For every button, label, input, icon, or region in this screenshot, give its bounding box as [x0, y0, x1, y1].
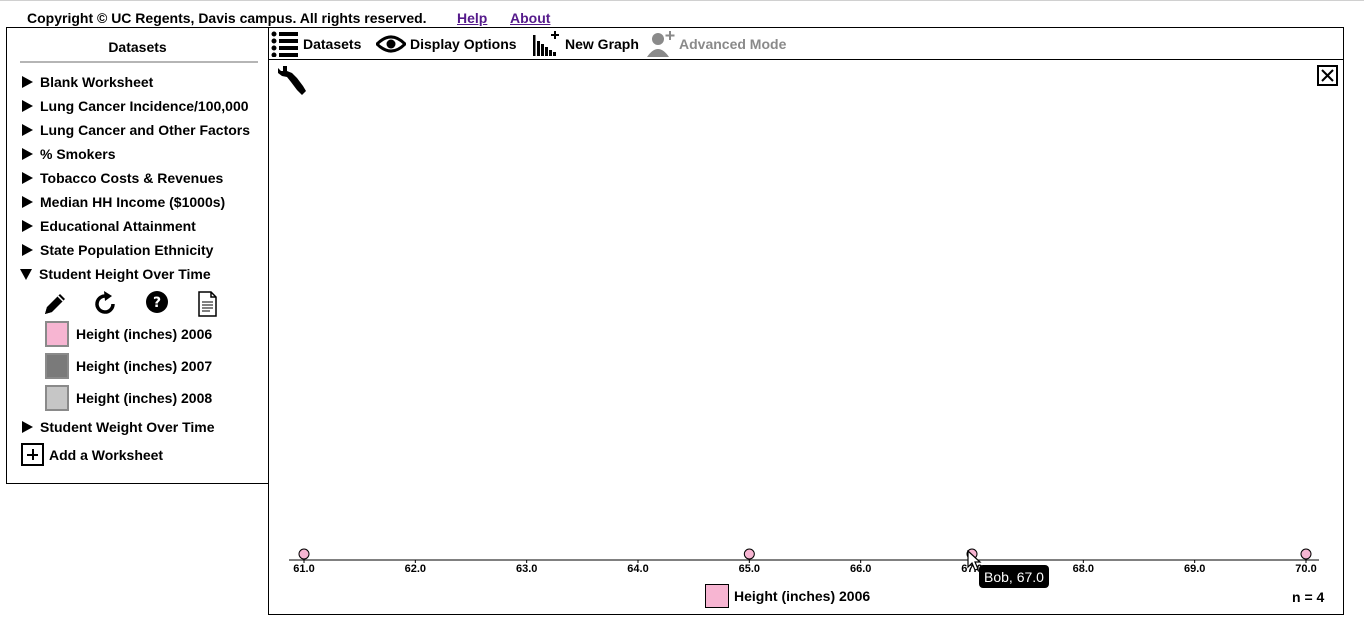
- plus-box-icon: [21, 443, 44, 466]
- x-tick-label: 69.0: [1184, 563, 1205, 575]
- user-plus-icon: [647, 30, 675, 57]
- attribute-height-2008[interactable]: Height (inches) 2008: [45, 384, 212, 412]
- dataset-label: Educational Attainment: [40, 218, 196, 234]
- dataset-label: Median HH Income ($1000s): [40, 194, 226, 210]
- attribute-label: Height (inches) 2007: [76, 358, 213, 374]
- document-icon[interactable]: [194, 290, 222, 318]
- expand-arrow-icon: [22, 100, 33, 112]
- expand-arrow-icon: [22, 244, 33, 256]
- data-point[interactable]: [743, 548, 755, 560]
- sidebar-divider: [20, 61, 258, 63]
- dataset-median-income[interactable]: Median HH Income ($1000s): [20, 192, 225, 212]
- wrench-icon[interactable]: [273, 64, 307, 99]
- color-swatch: [45, 385, 69, 411]
- about-link[interactable]: About: [510, 10, 551, 26]
- attribute-height-2007[interactable]: Height (inches) 2007: [45, 352, 212, 380]
- legend-swatch: [705, 584, 729, 608]
- eye-icon: [376, 35, 406, 52]
- graph-panel: 61.0 62.0 63.0 64.0 65.0 66.0 67.0 68.0 69.0 70.0…: [268, 59, 1344, 615]
- dataset-smokers[interactable]: % Smokers: [20, 144, 115, 164]
- data-point[interactable]: [298, 548, 310, 560]
- dataset-educational-attainment[interactable]: Educational Attainment: [20, 216, 196, 236]
- dataset-label: Blank Worksheet: [40, 74, 154, 90]
- dataset-tobacco-costs[interactable]: Tobacco Costs & Revenues: [20, 168, 223, 188]
- display-options-button[interactable]: Display Options: [376, 28, 517, 59]
- x-tick-label: 68.0: [1073, 563, 1094, 575]
- dataset-population-ethnicity[interactable]: State Population Ethnicity: [20, 240, 213, 260]
- x-tick-label: 64.0: [627, 563, 648, 575]
- x-tick-label: 62.0: [405, 563, 426, 575]
- dataset-student-weight[interactable]: Student Weight Over Time: [20, 417, 215, 437]
- pencil-icon[interactable]: [41, 290, 69, 318]
- add-worksheet-button[interactable]: Add a Worksheet: [21, 443, 163, 466]
- dataset-label: Student Weight Over Time: [40, 419, 215, 435]
- mouse-cursor-icon: [967, 550, 982, 571]
- legend-label: Height (inches) 2006: [734, 588, 871, 604]
- x-tick-label: 61.0: [293, 563, 314, 575]
- dot-plot[interactable]: 61.0 62.0 63.0 64.0 65.0 66.0 67.0 68.0 69.0 70.0: [269, 60, 1343, 614]
- datasets-button[interactable]: Datasets: [271, 28, 361, 59]
- dataset-label: Student Height Over Time: [39, 266, 211, 282]
- dataset-lung-cancer-factors[interactable]: Lung Cancer and Other Factors: [20, 120, 250, 140]
- point-tooltip: Bob, 67.0: [979, 565, 1049, 588]
- advanced-mode-button[interactable]: Advanced Mode: [647, 28, 786, 59]
- dataset-blank-worksheet[interactable]: Blank Worksheet: [20, 72, 153, 92]
- top-divider: [0, 0, 1364, 1]
- dataset-student-height[interactable]: Student Height Over Time: [20, 264, 211, 284]
- x-tick-label: 66.0: [850, 563, 871, 575]
- dataset-label: Tobacco Costs & Revenues: [40, 170, 224, 186]
- new-graph-label: New Graph: [565, 35, 639, 52]
- add-worksheet-label: Add a Worksheet: [49, 446, 164, 463]
- refresh-icon[interactable]: [91, 290, 119, 318]
- color-swatch: [45, 321, 69, 347]
- sidebar-title: Datasets: [108, 39, 167, 55]
- display-options-label: Display Options: [410, 35, 517, 52]
- new-graph-button[interactable]: New Graph: [533, 28, 639, 59]
- expand-arrow-icon: [22, 148, 33, 160]
- dataset-lung-cancer-incidence[interactable]: Lung Cancer Incidence/100,000: [20, 96, 249, 116]
- expand-arrow-icon: [22, 172, 33, 184]
- dataset-label: % Smokers: [40, 146, 116, 162]
- bar-chart-plus-icon: [533, 30, 559, 56]
- graph-legend: Height (inches) 2006: [705, 584, 870, 608]
- x-tick-label: 63.0: [516, 563, 537, 575]
- x-tick-label: 65.0: [739, 563, 760, 575]
- color-swatch: [45, 353, 69, 379]
- help-link[interactable]: Help: [457, 10, 488, 26]
- sample-count: n = 4: [1292, 589, 1325, 605]
- dataset-label: Lung Cancer and Other Factors: [40, 122, 251, 138]
- attribute-label: Height (inches) 2006: [76, 326, 213, 342]
- data-point[interactable]: [1300, 548, 1312, 560]
- help-circle-icon[interactable]: ?: [144, 289, 172, 317]
- toolbar: Datasets Display Options New Graph Advan…: [268, 27, 1344, 60]
- expand-arrow-icon: [22, 421, 33, 433]
- datasets-label: Datasets: [303, 35, 362, 52]
- dataset-label: State Population Ethnicity: [40, 242, 214, 258]
- x-tick-label: 70.0: [1295, 563, 1316, 575]
- expand-arrow-icon: [22, 76, 33, 88]
- close-button[interactable]: [1317, 65, 1338, 86]
- dataset-label: Lung Cancer Incidence/100,000: [40, 98, 249, 114]
- list-icon: [271, 31, 298, 57]
- svg-text:?: ?: [153, 295, 161, 311]
- expand-arrow-icon: [22, 220, 33, 232]
- collapse-arrow-icon: [20, 268, 32, 280]
- expand-arrow-icon: [22, 196, 33, 208]
- expand-arrow-icon: [22, 124, 33, 136]
- datasets-sidebar: Datasets Blank Worksheet Lung Cancer Inc…: [6, 27, 269, 484]
- advanced-mode-label: Advanced Mode: [679, 35, 787, 52]
- attribute-label: Height (inches) 2008: [76, 390, 213, 406]
- close-icon: [1321, 69, 1334, 82]
- copyright-text: Copyright © UC Regents, Davis campus. Al…: [27, 10, 427, 26]
- attribute-height-2006[interactable]: Height (inches) 2006: [45, 320, 212, 348]
